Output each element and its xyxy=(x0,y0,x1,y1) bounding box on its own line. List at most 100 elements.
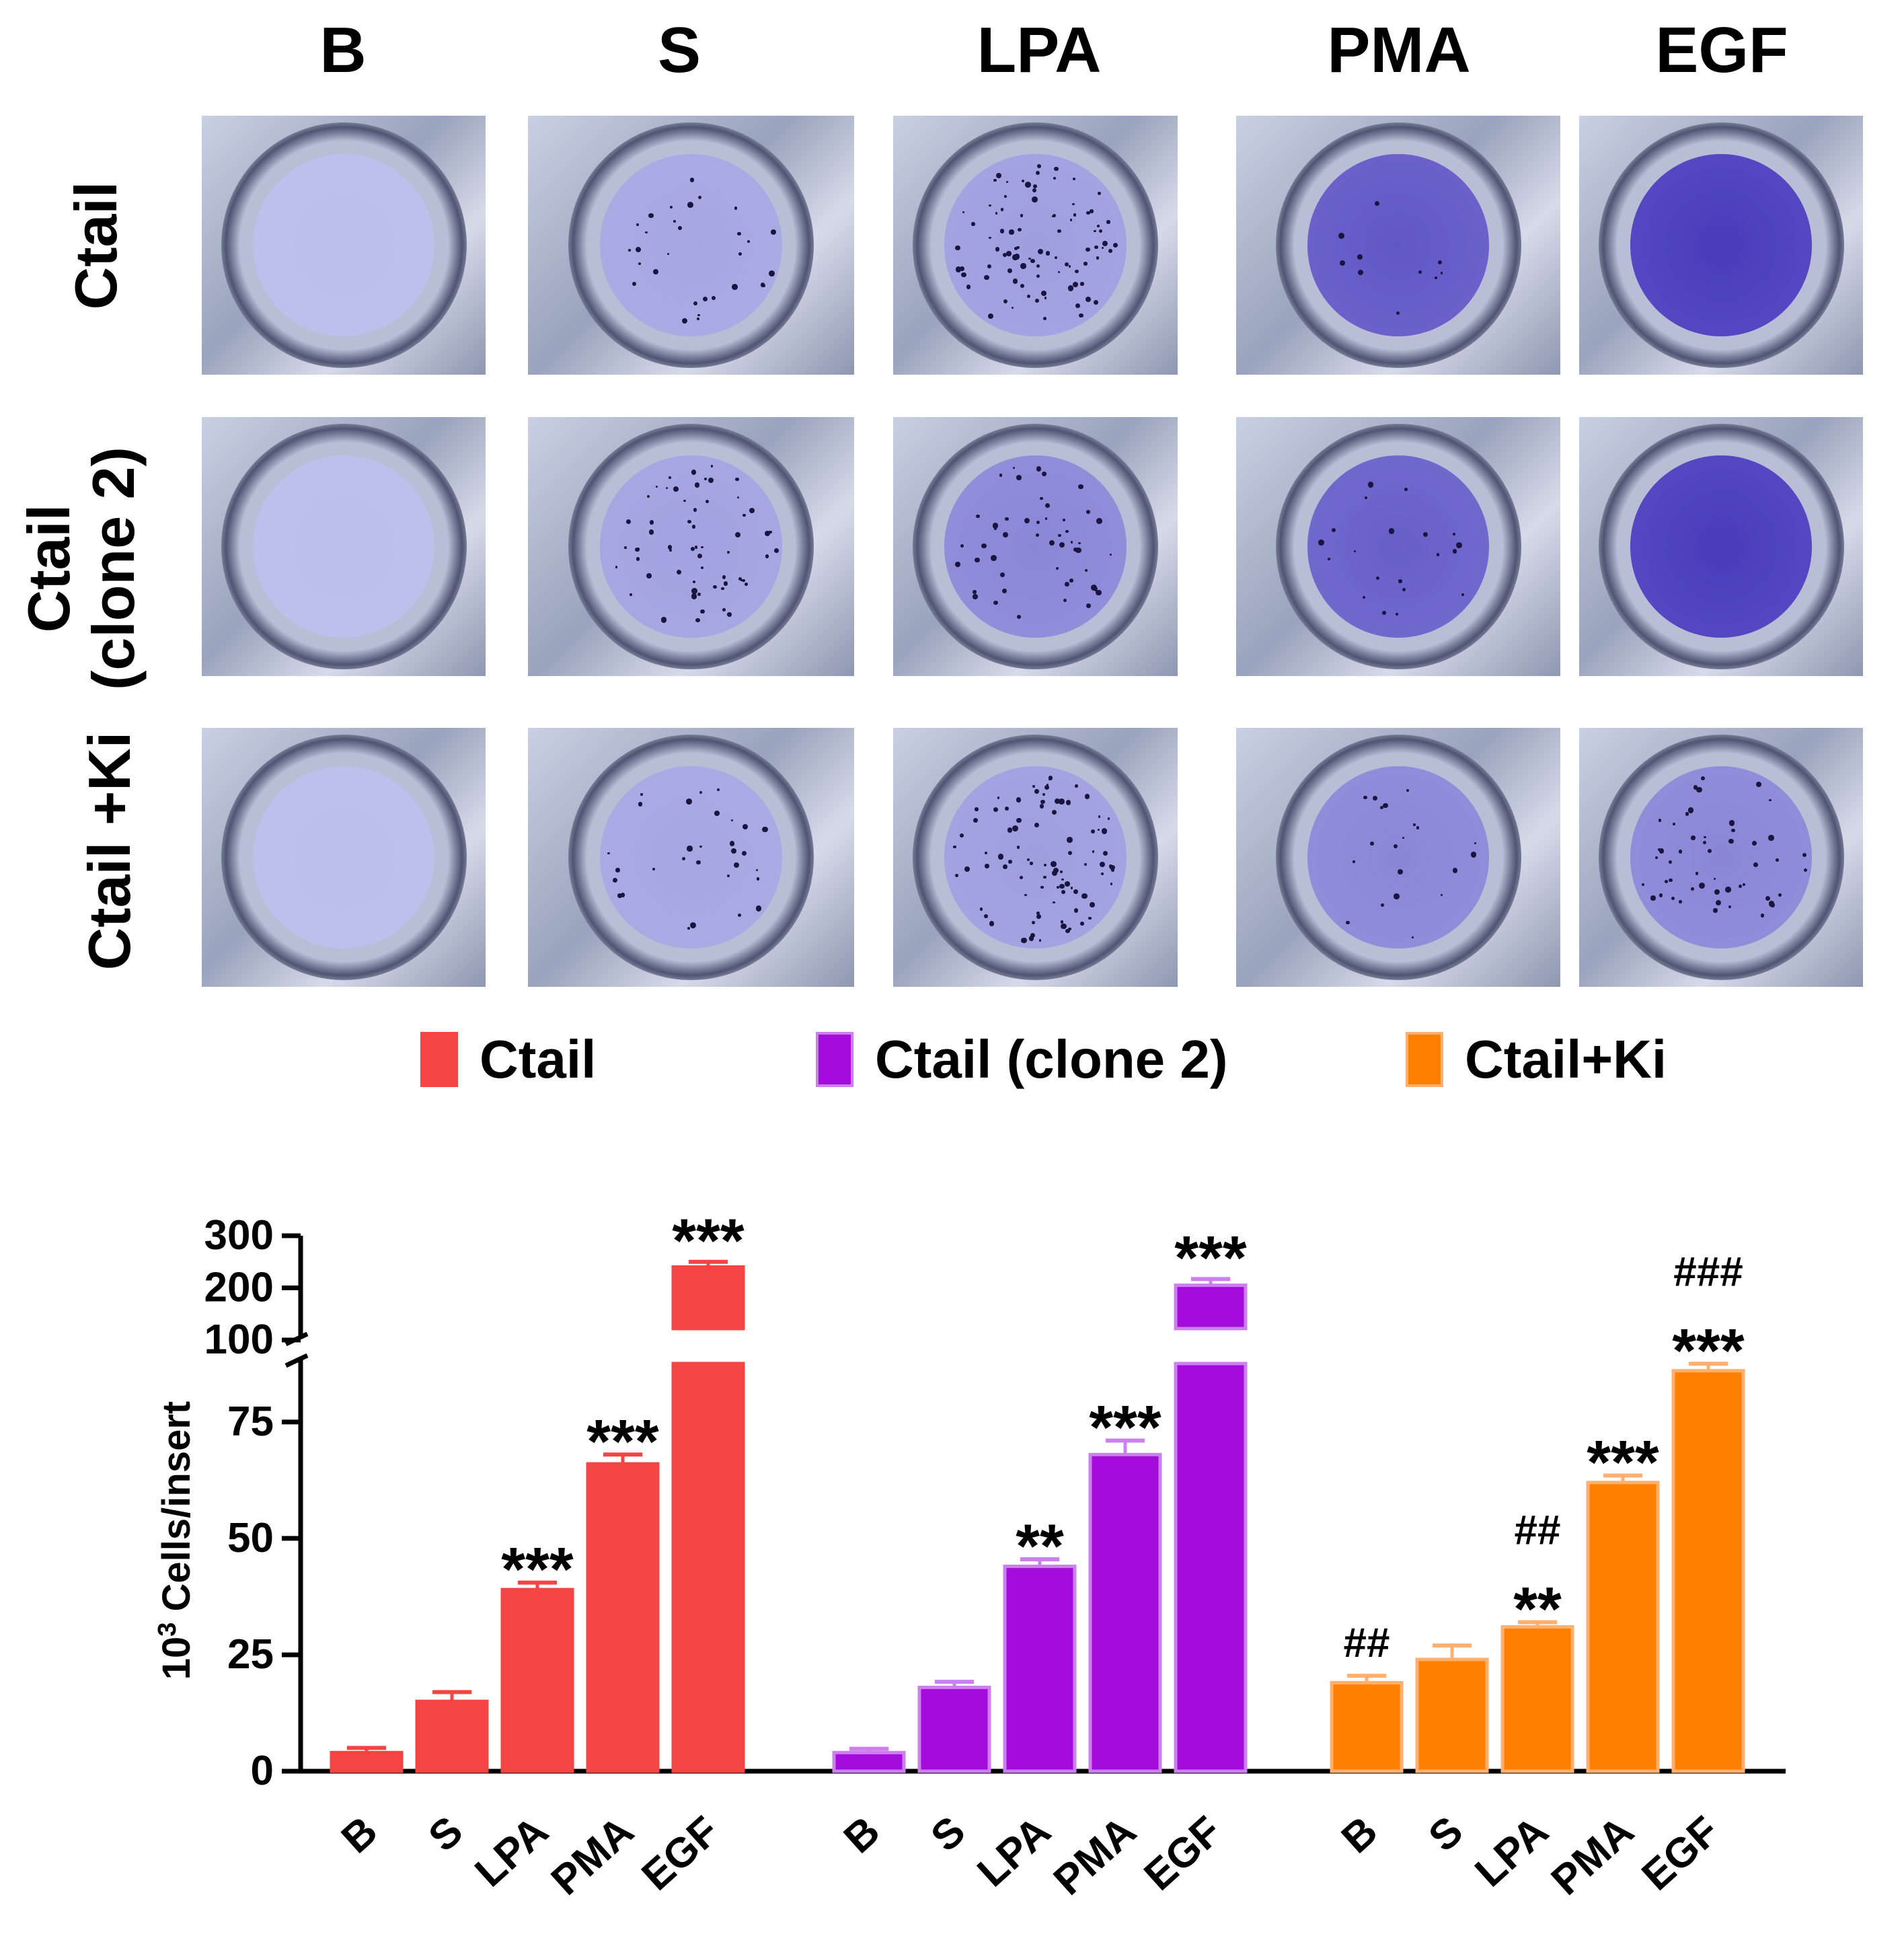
cell-dot xyxy=(1097,225,1100,227)
y-tick-label-75: 75 xyxy=(227,1399,274,1445)
cell-dot xyxy=(734,207,737,210)
cell-dot xyxy=(722,608,726,611)
cell-dot xyxy=(696,860,701,864)
cell-dot xyxy=(615,566,618,568)
cell-dot xyxy=(768,270,775,276)
cell-dot xyxy=(1394,844,1398,849)
legend-label-ctail: Ctail xyxy=(480,1029,597,1089)
cell-dot xyxy=(1690,887,1694,891)
cell-dot xyxy=(1461,593,1465,597)
cell-dot xyxy=(1728,820,1735,827)
cell-dot xyxy=(1020,263,1026,269)
cell-dot xyxy=(1657,848,1661,851)
cell-dot xyxy=(1043,864,1046,867)
cell-dot xyxy=(1002,531,1008,537)
cell-dot xyxy=(975,557,980,562)
cell-dot xyxy=(648,529,654,535)
cell-dot xyxy=(1083,863,1087,866)
cell-dot xyxy=(1092,850,1094,853)
well-image-ctail-ki-egf xyxy=(1579,728,1863,987)
cell-dot xyxy=(1043,875,1046,879)
well-image-ctail-clone2-egf xyxy=(1579,417,1863,676)
cell-dot xyxy=(1005,180,1008,183)
cell-dot xyxy=(1112,242,1118,248)
cell-dot xyxy=(1106,220,1110,224)
cell-dot xyxy=(625,519,631,524)
cell-dot xyxy=(985,851,988,855)
legend-label-ctail-clone2: Ctail (clone 2) xyxy=(875,1029,1228,1089)
legend-label-ctail-ki: Ctail+Ki xyxy=(1465,1029,1667,1089)
cell-dot xyxy=(1394,893,1400,899)
well-membrane xyxy=(944,766,1127,949)
legend-item-ctail: Ctail xyxy=(420,1029,596,1090)
cell-dot xyxy=(1012,278,1018,284)
cell-dot xyxy=(726,874,730,877)
significance-ctail-lpa-0: *** xyxy=(501,1536,574,1604)
cell-dot xyxy=(1068,265,1071,268)
cell-dot xyxy=(1024,181,1031,188)
cell-dot xyxy=(1374,200,1380,206)
cell-dot xyxy=(667,545,673,550)
x-tick-label-ctail-clone2-s: S xyxy=(922,1808,974,1861)
cell-dot xyxy=(1002,588,1007,593)
cell-dot xyxy=(1474,842,1477,845)
cell-dot xyxy=(1030,862,1033,865)
well-membrane xyxy=(1630,766,1813,949)
cell-dot xyxy=(1032,784,1035,788)
cell-dot xyxy=(1020,214,1023,217)
cell-dot xyxy=(1041,472,1047,477)
cell-dot xyxy=(691,525,696,529)
cell-dot xyxy=(1093,299,1098,305)
cell-dot xyxy=(774,548,779,554)
cell-dot xyxy=(987,313,993,319)
cell-dot xyxy=(1383,803,1388,809)
cell-dot xyxy=(1331,527,1336,532)
cell-dot xyxy=(987,264,992,269)
cell-dot xyxy=(1053,901,1055,903)
column-label-lpa: LPA xyxy=(977,14,1102,86)
cell-dot xyxy=(644,231,648,234)
cell-dot xyxy=(1369,842,1374,846)
cell-dot xyxy=(1036,533,1040,537)
cell-dot xyxy=(698,196,702,200)
cell-dot xyxy=(1075,784,1078,788)
cell-dot xyxy=(993,600,998,605)
cell-dot xyxy=(1003,195,1007,198)
cell-dot xyxy=(1452,867,1458,873)
cell-dot xyxy=(1700,776,1705,781)
cell-dot xyxy=(1678,849,1683,854)
cell-dot xyxy=(1101,246,1104,250)
cell-dot xyxy=(985,864,989,868)
cell-dot xyxy=(1395,612,1398,616)
cell-dot xyxy=(646,573,652,579)
cell-dot xyxy=(1728,838,1734,844)
cell-dot xyxy=(1107,817,1110,820)
cell-dot xyxy=(687,519,691,524)
cell-dot xyxy=(1381,610,1386,616)
cell-dot xyxy=(1079,921,1084,926)
cell-dot xyxy=(1436,553,1440,556)
cell-dot xyxy=(693,301,697,305)
cell-dot xyxy=(1071,887,1073,889)
cell-dot xyxy=(1769,798,1772,802)
column-label-s: S xyxy=(657,14,701,86)
legend-swatch-ctail-ki xyxy=(1406,1032,1443,1087)
cell-dot xyxy=(729,841,735,846)
cell-dot xyxy=(1016,475,1022,480)
cell-dot xyxy=(694,482,700,488)
bar-ctail-ki-s xyxy=(1415,1658,1489,1773)
cell-dot xyxy=(1056,566,1059,570)
cell-dot xyxy=(1338,233,1344,239)
cell-dot xyxy=(955,873,959,877)
cell-dot xyxy=(1725,887,1731,893)
well-image-ctail-egf xyxy=(1579,116,1863,375)
cell-dot xyxy=(1364,496,1368,499)
cell-dot xyxy=(1035,298,1040,303)
cell-dot xyxy=(1659,848,1665,854)
bar-ctail-clone2-egf-lower xyxy=(1174,1362,1248,1773)
cell-dot xyxy=(1035,170,1040,175)
cell-dot xyxy=(1099,862,1105,868)
cell-dot xyxy=(1003,864,1007,869)
cell-dot xyxy=(655,485,658,488)
well-membrane xyxy=(1307,766,1490,949)
